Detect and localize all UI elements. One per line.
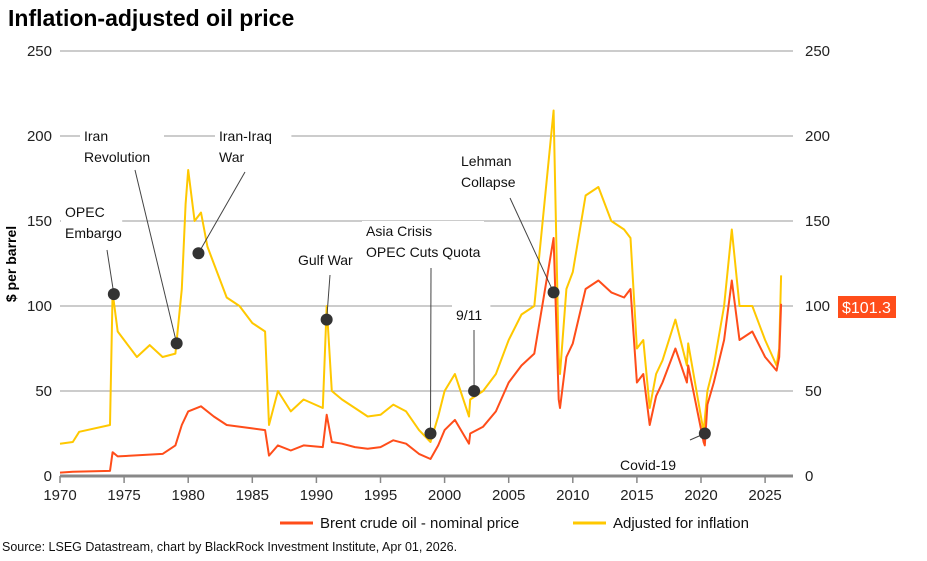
annotation: Lehman Collapse — [457, 151, 560, 299]
x-tick-label: 2005 — [492, 487, 525, 504]
annotation: Iran Revolution — [80, 126, 183, 350]
annotation: 9/11 — [452, 305, 491, 397]
annotation: Iran-Iraq War — [192, 126, 292, 260]
annotation: Asia Crisis OPEC Cuts Quota — [362, 221, 484, 440]
annotation-dot — [424, 427, 437, 440]
annotation-dot — [698, 427, 711, 440]
annotation-bg — [452, 305, 491, 328]
annotation-dot — [547, 286, 560, 299]
annotation-label: Iran-Iraq — [219, 128, 272, 144]
legend-label-nominal: Brent crude oil - nominal price — [320, 515, 519, 532]
series-line-nominal — [59, 237, 783, 474]
x-tick-label: 2010 — [556, 487, 589, 504]
x-tick-label: 2025 — [748, 487, 781, 504]
x-tick-label: 2020 — [684, 487, 717, 504]
annotation-label: War — [219, 149, 244, 165]
annotation-label: Revolution — [84, 149, 150, 165]
y-tick-right: 200 — [805, 128, 830, 145]
annotation-label: Lehman — [461, 153, 512, 169]
annotation-label: Iran — [84, 128, 108, 144]
series-line-adjusted — [59, 109, 783, 445]
y-tick-right: 250 — [805, 43, 830, 60]
annotation-label: Asia Crisis — [366, 223, 432, 239]
x-tick-label: 1985 — [236, 487, 269, 504]
latest-value-badge: $101.3 — [838, 296, 896, 318]
annotation-label: Embargo — [65, 225, 122, 241]
annotation-leader — [429, 267, 432, 434]
annotation-leader — [134, 169, 178, 344]
annotation-label: Covid-19 — [620, 457, 676, 473]
legend: Brent crude oil - nominal price Adjusted… — [280, 515, 749, 532]
annotation-leader — [326, 274, 331, 320]
annotation-bg — [215, 126, 292, 170]
y-tick-right: 100 — [805, 298, 830, 315]
y-tick-left: 100 — [27, 298, 52, 315]
x-tick-label: 2015 — [620, 487, 653, 504]
x-tick-label: 1980 — [172, 487, 205, 504]
annotation-bg — [80, 126, 164, 170]
annotation-bg — [61, 202, 123, 246]
x-tick-label: 1990 — [300, 487, 333, 504]
annotation-label: OPEC — [65, 204, 105, 220]
y-tick-right: 150 — [805, 213, 830, 230]
annotation-dot — [320, 313, 333, 326]
x-tick-label: 1975 — [107, 487, 140, 504]
y-tick-left: 0 — [44, 468, 52, 485]
y-tick-left: 150 — [27, 213, 52, 230]
annotation-bg — [616, 455, 685, 478]
annotations: OPEC Embargo Iran Revolution Iran-Iraq War Gul… — [61, 126, 711, 478]
y-tick-left: 250 — [27, 43, 52, 60]
annotation-label: Collapse — [461, 174, 516, 190]
x-tick-label: 1995 — [364, 487, 397, 504]
annotation-label: 9/11 — [456, 307, 482, 323]
source-note: Source: LSEG Datastream, chart by BlackR… — [2, 540, 457, 554]
legend-label-adjusted: Adjusted for inflation — [613, 515, 749, 532]
y-tick-right: 50 — [805, 383, 822, 400]
annotation-dot — [192, 247, 205, 260]
annotation-label: Gulf War — [298, 252, 353, 268]
annotation: Covid-19 — [616, 427, 711, 478]
y-tick-left: 200 — [27, 128, 52, 145]
annotation: OPEC Embargo — [61, 202, 123, 301]
annotation-label: OPEC Cuts Quota — [366, 244, 481, 260]
annotation-leader — [509, 197, 555, 293]
annotation-bg — [457, 151, 526, 195]
annotation: Gulf War — [294, 250, 363, 326]
annotation-leader — [198, 171, 246, 254]
x-tick-label: 1970 — [43, 487, 76, 504]
latest-badge-text: $101.3 — [842, 300, 891, 317]
chart-title: Inflation-adjusted oil price — [8, 5, 294, 31]
y-tick-right: 0 — [805, 468, 813, 485]
annotation-dot — [468, 385, 481, 397]
y-tick-left: 50 — [35, 383, 52, 400]
y-axis-label: $ per barrel — [3, 226, 19, 302]
annotation-bg — [294, 250, 363, 273]
annotation-leader — [106, 249, 115, 295]
axes: 0 0 50 50 100 100 150 150 200 200 250 250 1970 1975 19… — [27, 43, 830, 504]
annotation-dot — [107, 288, 120, 301]
latest-badge-bg — [838, 296, 896, 318]
annotation-bg — [362, 221, 484, 265]
annotation-dot — [170, 337, 183, 350]
x-tick-label: 2000 — [428, 487, 461, 504]
series-lines — [59, 109, 783, 474]
